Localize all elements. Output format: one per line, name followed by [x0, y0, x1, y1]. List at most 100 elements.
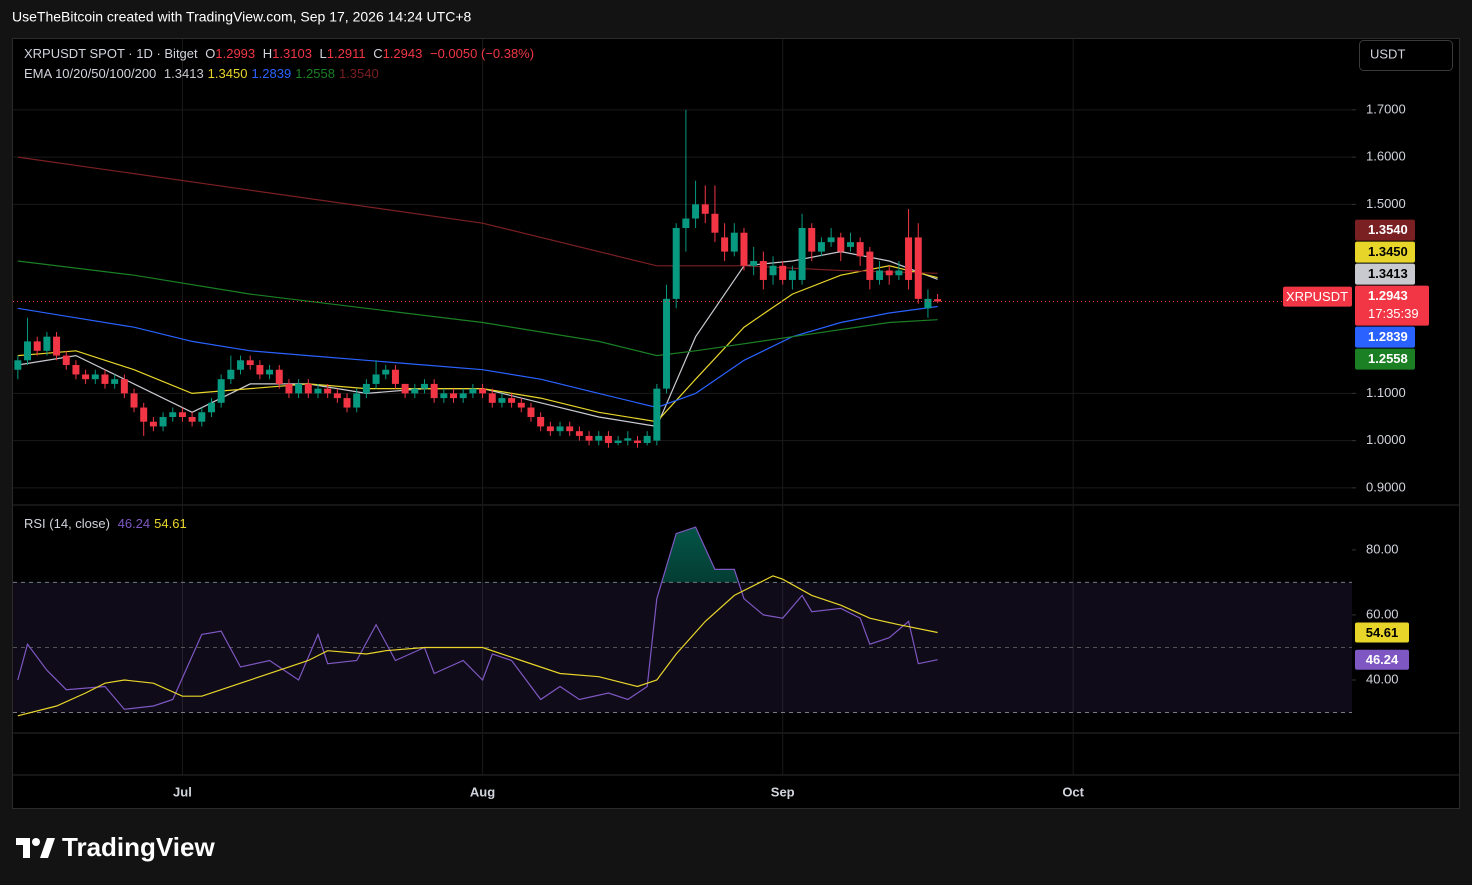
candle-body	[24, 341, 32, 361]
candle-body	[420, 383, 428, 389]
candle-body	[808, 227, 816, 252]
ema-line	[17, 260, 938, 357]
candle-body	[798, 227, 806, 280]
candle-body	[730, 232, 738, 252]
candle-body	[324, 388, 332, 394]
candle-body	[440, 393, 448, 399]
candle-body	[169, 412, 177, 417]
ohlc-value: 1.3103	[272, 46, 312, 61]
candle-body	[517, 402, 525, 408]
chart-frame	[12, 38, 1460, 809]
candle-body	[382, 369, 390, 375]
candle-body	[469, 388, 477, 394]
ohlc-label: H	[262, 46, 273, 61]
candle-body	[62, 355, 70, 366]
candle-body	[101, 374, 109, 384]
candle-body	[614, 440, 622, 443]
ohlc-label: L	[319, 46, 327, 61]
candle-body	[479, 388, 487, 394]
candle-body	[372, 374, 380, 384]
candle-body	[353, 393, 361, 408]
price-tag	[1355, 326, 1415, 348]
candle-body	[362, 383, 370, 394]
candle-body	[817, 242, 825, 252]
y-tick-label: 40.00	[1366, 671, 1399, 686]
candle-body	[885, 270, 893, 276]
candle-body	[692, 204, 700, 219]
ohlc-label: C	[373, 46, 383, 61]
rsi-value: 54.61	[154, 516, 187, 531]
y-tick-label: 1.0000	[1366, 432, 1406, 447]
candle-body	[604, 435, 612, 443]
candle-body	[876, 270, 884, 280]
candle-body	[275, 369, 283, 384]
candle-body	[207, 402, 215, 413]
candle-body	[72, 365, 80, 375]
candle-body	[333, 393, 341, 399]
candle-body	[508, 398, 516, 403]
candle-body	[769, 265, 777, 276]
candle-body	[566, 426, 574, 432]
candle-body	[314, 388, 322, 394]
symbol-tag	[1283, 286, 1352, 307]
ema-value: 1.3413	[163, 66, 204, 81]
candle-body	[188, 416, 196, 422]
candle-body	[217, 379, 225, 403]
ema-value: 1.2558	[295, 66, 335, 81]
candle-body	[837, 237, 845, 252]
price-change: −0.0050 (−0.38%)	[429, 46, 535, 61]
y-tick-label: 1.5000	[1366, 196, 1406, 211]
candle-body	[266, 369, 274, 375]
price-legend: XRPUSDT SPOT · 1D · Bitget O1.2993 H1.31…	[24, 46, 538, 61]
rsi-overbought-fill	[17, 527, 938, 583]
candle-body	[721, 237, 729, 252]
candle-body	[750, 261, 758, 266]
rsi-value-tag-label: 46.24	[1366, 652, 1399, 667]
y-tick-label: 1.6000	[1366, 149, 1406, 164]
candle-body	[914, 237, 922, 299]
candle-body	[91, 374, 99, 380]
candle-body	[575, 431, 583, 436]
candle-body	[111, 379, 119, 384]
candle-body	[653, 388, 661, 441]
rsi-value-tag	[1355, 649, 1409, 670]
symbol-tag-label: XRPUSDT	[1286, 289, 1348, 304]
candle-body	[140, 407, 148, 422]
candle-body	[256, 365, 264, 375]
ema-line	[17, 305, 938, 409]
candle-body	[537, 416, 545, 427]
candle-body	[924, 298, 932, 309]
currency-button[interactable]	[1359, 40, 1453, 71]
currency-button-label[interactable]: USDT	[1370, 46, 1405, 61]
price-tag	[1355, 219, 1415, 241]
symbol-title: XRPUSDT SPOT · 1D · Bitget	[24, 46, 198, 61]
candle-body	[53, 336, 61, 356]
ohlc-value: 1.2911	[326, 46, 366, 61]
candle-body	[905, 237, 913, 280]
candle-body	[846, 242, 854, 247]
candle-body	[450, 393, 458, 399]
candle-body	[43, 336, 51, 351]
rsi-line	[17, 575, 938, 717]
rsi-line	[17, 526, 938, 710]
candle-body	[343, 398, 351, 408]
price-tag	[1355, 348, 1415, 370]
rsi-value-tag-label: 54.61	[1366, 625, 1399, 640]
candle-body	[527, 407, 535, 417]
y-tick-label: 0.9000	[1366, 479, 1406, 494]
candle-body	[149, 421, 157, 427]
price-tag	[1355, 285, 1429, 326]
ema-value: 1.3450	[207, 66, 248, 81]
ema-title: EMA 10/20/50/100/200	[24, 66, 157, 81]
y-tick-label: 1.7000	[1366, 101, 1406, 116]
candle-body	[595, 435, 603, 441]
price-tag	[1355, 263, 1415, 285]
candle-body	[401, 383, 409, 394]
ema-value: 1.3540	[338, 66, 379, 81]
candle-body	[633, 440, 641, 443]
y-tick-label: 80.00	[1366, 541, 1399, 556]
candle-body	[120, 379, 128, 394]
candle-body	[411, 388, 419, 394]
